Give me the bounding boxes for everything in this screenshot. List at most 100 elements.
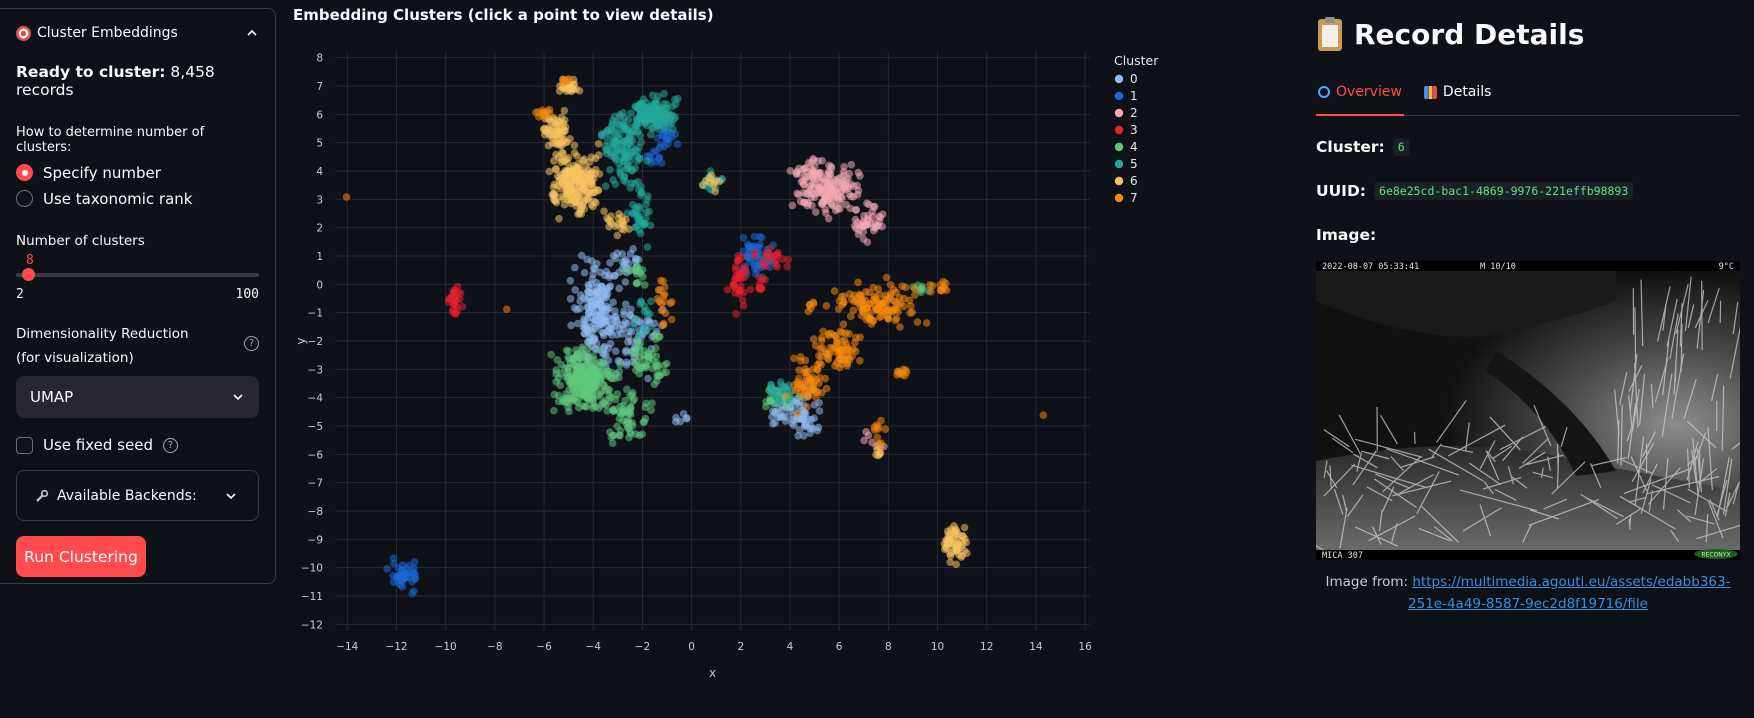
data-point-cluster-2[interactable]	[839, 171, 848, 180]
data-point-cluster-1[interactable]	[411, 571, 420, 579]
data-point-cluster-2[interactable]	[853, 181, 861, 190]
data-point-cluster-0[interactable]	[602, 317, 610, 325]
data-point-cluster-3[interactable]	[767, 252, 776, 260]
data-point-cluster-6[interactable]	[578, 202, 586, 210]
data-point-cluster-0[interactable]	[815, 407, 824, 415]
legend-marker-6[interactable]	[1114, 176, 1124, 186]
data-point-cluster-0[interactable]	[771, 419, 779, 427]
data-point-cluster-2[interactable]	[793, 167, 801, 176]
data-point-cluster-0[interactable]	[627, 305, 635, 314]
data-point-cluster-4[interactable]	[573, 350, 582, 358]
data-point-cluster-2[interactable]	[824, 170, 832, 179]
data-point-cluster-2[interactable]	[793, 189, 801, 198]
data-point-cluster-0[interactable]	[794, 431, 802, 440]
dim-reduction-select[interactable]: UMAP	[16, 376, 259, 418]
data-point-cluster-7[interactable]	[884, 314, 893, 323]
data-point-cluster-2[interactable]	[869, 202, 878, 211]
data-point-cluster-6[interactable]	[572, 85, 580, 93]
data-point-cluster-7[interactable]	[866, 312, 874, 321]
data-point-cluster-0[interactable]	[620, 310, 628, 319]
data-point-cluster-6[interactable]	[963, 549, 971, 557]
data-point-cluster-2[interactable]	[803, 198, 812, 207]
data-point-cluster-0[interactable]	[672, 417, 680, 426]
data-point-cluster-1[interactable]	[673, 140, 682, 149]
data-point-cluster-6[interactable]	[553, 172, 562, 181]
data-point-cluster-4[interactable]	[550, 390, 559, 399]
data-point-cluster-6[interactable]	[594, 139, 603, 148]
fixed-seed-checkbox[interactable]	[16, 436, 33, 454]
data-point-cluster-0[interactable]	[574, 319, 582, 328]
data-point-cluster-7[interactable]	[794, 374, 803, 382]
data-point-cluster-6[interactable]	[585, 158, 594, 167]
data-point-cluster-4[interactable]	[651, 330, 660, 338]
data-point-cluster-4[interactable]	[603, 406, 612, 415]
data-point-cluster-1[interactable]	[401, 573, 409, 582]
data-point-cluster-6[interactable]	[582, 174, 590, 183]
data-point-cluster-5[interactable]	[601, 182, 610, 190]
data-point-cluster-5[interactable]	[636, 229, 645, 238]
data-point-cluster-0[interactable]	[788, 419, 796, 427]
data-point-cluster-7[interactable]	[926, 281, 934, 289]
data-point-cluster-1[interactable]	[405, 568, 414, 577]
data-point-cluster-7[interactable]	[831, 361, 839, 370]
data-point-cluster-0[interactable]	[621, 278, 630, 286]
data-point-cluster-5[interactable]	[631, 223, 640, 232]
data-point-cluster-3[interactable]	[731, 274, 740, 283]
data-point-cluster-3[interactable]	[761, 275, 770, 284]
data-point-cluster-2[interactable]	[804, 173, 812, 181]
data-point-cluster-5[interactable]	[623, 127, 632, 136]
data-point-cluster-4[interactable]	[639, 273, 647, 281]
data-point-cluster-5[interactable]	[624, 162, 632, 171]
data-point-cluster-6[interactable]	[570, 149, 579, 157]
data-point-cluster-0[interactable]	[612, 312, 620, 321]
data-point-cluster-4[interactable]	[782, 403, 790, 412]
data-point-cluster-6[interactable]	[563, 195, 572, 204]
data-point-cluster-4[interactable]	[565, 407, 573, 416]
data-point-cluster-5[interactable]	[627, 152, 635, 160]
data-point-cluster-5[interactable]	[621, 151, 630, 160]
data-point-cluster-6[interactable]	[570, 170, 578, 178]
data-point-cluster-7[interactable]	[858, 296, 867, 304]
data-point-cluster-5[interactable]	[601, 128, 610, 137]
data-point-cluster-5[interactable]	[643, 243, 652, 251]
data-point-cluster-5[interactable]	[635, 119, 644, 127]
data-point-cluster-4[interactable]	[582, 355, 591, 363]
data-point-cluster-0[interactable]	[776, 413, 784, 422]
data-point-cluster-4[interactable]	[635, 369, 643, 378]
data-point-cluster-0[interactable]	[577, 251, 586, 260]
data-point-cluster-7[interactable]	[908, 308, 917, 316]
legend-marker-5[interactable]	[1114, 159, 1124, 169]
data-point-cluster-6[interactable]	[711, 187, 720, 196]
legend-label-3[interactable]: 3	[1130, 123, 1138, 137]
data-point-cluster-4[interactable]	[651, 344, 660, 352]
data-point-cluster-4[interactable]	[647, 406, 655, 415]
data-point-cluster-0[interactable]	[593, 259, 601, 268]
data-point-cluster-7[interactable]	[654, 286, 663, 294]
data-point-cluster-7[interactable]	[830, 331, 839, 340]
data-point-cluster-0[interactable]	[602, 302, 611, 310]
data-point-cluster-4[interactable]	[611, 395, 620, 404]
data-point-cluster-4[interactable]	[626, 405, 635, 414]
data-point-cluster-1[interactable]	[755, 233, 764, 241]
data-point-cluster-0[interactable]	[580, 268, 589, 277]
data-point-cluster-0[interactable]	[619, 321, 627, 329]
data-point-cluster-7[interactable]	[877, 416, 885, 425]
data-point-cluster-7[interactable]	[892, 298, 900, 306]
data-point-cluster-4[interactable]	[599, 398, 607, 406]
data-point-cluster-0[interactable]	[588, 302, 596, 310]
data-point-cluster-4[interactable]	[564, 347, 573, 355]
data-point-cluster-2[interactable]	[860, 436, 868, 445]
data-point-cluster-5[interactable]	[630, 322, 639, 331]
legend-label-5[interactable]: 5	[1130, 157, 1138, 171]
data-point-cluster-6[interactable]	[960, 523, 969, 532]
data-point-cluster-4[interactable]	[631, 350, 640, 359]
data-point-cluster-6[interactable]	[589, 202, 597, 211]
legend-marker-3[interactable]	[1114, 125, 1124, 135]
data-point-cluster-4[interactable]	[636, 339, 645, 348]
data-point-cluster-7[interactable]	[545, 105, 554, 114]
data-point-cluster-0[interactable]	[622, 346, 630, 355]
data-point-cluster-5[interactable]	[639, 95, 648, 103]
data-point-cluster-4[interactable]	[564, 353, 573, 362]
data-point-cluster-2[interactable]	[868, 438, 876, 447]
data-point-cluster-4[interactable]	[553, 356, 562, 364]
